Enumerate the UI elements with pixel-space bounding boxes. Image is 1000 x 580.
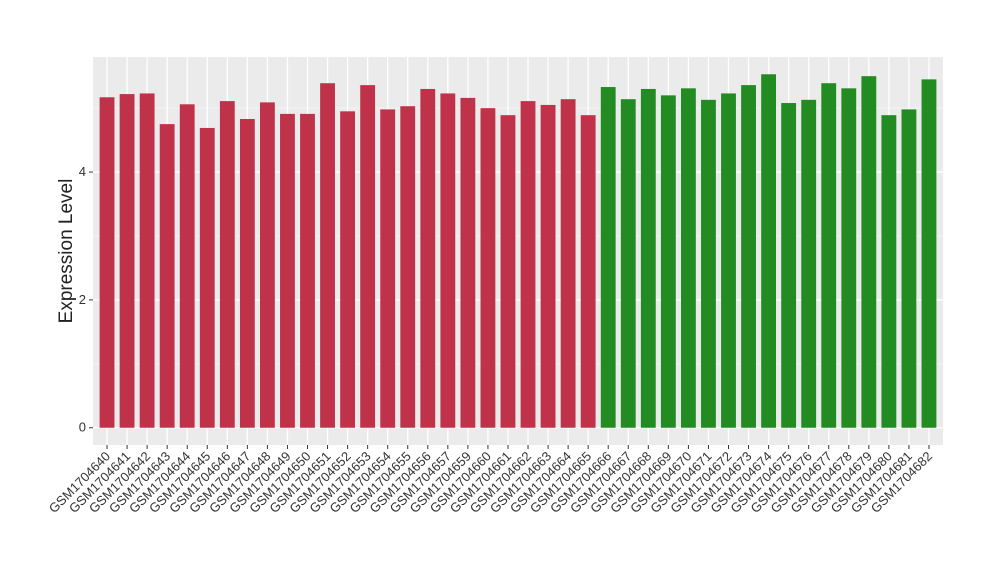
bar [360,85,376,428]
bar [881,115,897,428]
bar [199,127,215,428]
bar [560,99,576,428]
y-tick-label: 2 [79,292,86,307]
bar [280,113,295,428]
bar [500,115,516,428]
bar [400,106,416,428]
bar [600,87,616,428]
y-tick-label: 0 [79,420,86,435]
bar [640,88,656,428]
bar [300,113,315,428]
bar [741,85,756,428]
bar [420,88,436,428]
bar [219,101,235,428]
bar [440,93,456,428]
bar [921,79,937,428]
bar [320,83,335,428]
bar [159,124,175,428]
bar [580,115,596,428]
bar [841,88,857,428]
bar [480,108,496,428]
bar [781,103,797,428]
bar [680,88,696,428]
bar [761,74,777,428]
bar [340,111,356,428]
bar [380,109,396,428]
bar [901,109,917,428]
bar [861,76,877,428]
bar [660,95,676,428]
bar [701,99,716,428]
bar [721,93,736,428]
bar [460,97,476,428]
bar [520,101,536,428]
bar [620,99,636,428]
y-tick-label: 4 [79,164,86,179]
y-axis-title: Expression Level [56,179,77,324]
bar [259,102,275,428]
bar [119,94,135,428]
bar [540,104,556,428]
bar [821,83,837,428]
bar [99,97,115,428]
bar [139,93,155,428]
bar [179,104,195,428]
bar [801,99,817,428]
bar [239,119,255,428]
